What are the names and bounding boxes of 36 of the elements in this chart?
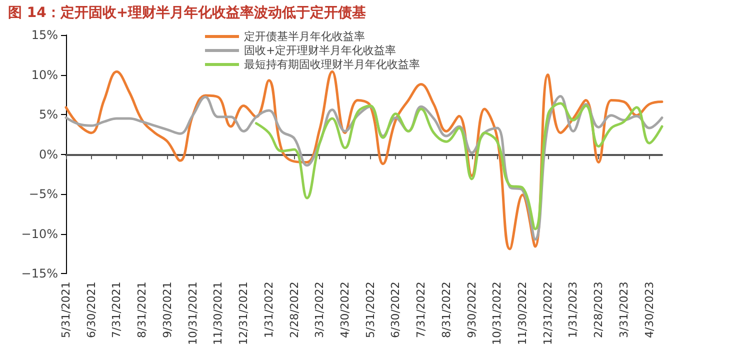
- y-tick-label: 5%: [38, 108, 58, 122]
- x-tick-label: 2/28/2023: [592, 282, 606, 338]
- x-tick-label: 8/31/2021: [136, 282, 149, 338]
- legend-label: 最短持有期固收理财半月年化收益率: [244, 58, 420, 71]
- x-tick-label: 10/31/2021: [186, 282, 200, 346]
- x-tick-label: 11/30/2022: [516, 282, 530, 346]
- x-tick-label: 6/30/2022: [389, 282, 402, 338]
- legend-label: 定开债基半月年化收益率: [244, 30, 365, 43]
- x-tick-label: 7/31/2022: [414, 282, 428, 338]
- x-tick-label: 5/31/2022: [364, 282, 377, 338]
- x-tick-label: 6/30/2021: [84, 282, 98, 338]
- y-tick-label: −15%: [21, 266, 58, 281]
- line-series: [254, 102, 664, 230]
- y-tick-label: 10%: [31, 68, 58, 82]
- x-tick-label: 3/31/2023: [617, 282, 630, 338]
- x-tick-label: 4/30/2023: [642, 282, 656, 338]
- x-tick-label: 4/30/2022: [338, 282, 352, 338]
- x-tick-label: 11/30/2021: [212, 282, 225, 346]
- x-tick-label: 10/31/2022: [490, 282, 504, 346]
- x-tick-label: 3/31/2022: [313, 282, 326, 338]
- y-tick-label: −5%: [28, 187, 58, 202]
- x-tick-label: 9/30/2022: [465, 282, 478, 338]
- x-tick-label: 5/31/2021: [60, 282, 72, 338]
- y-tick-label: 0%: [38, 147, 58, 162]
- chart-title: 图 14：定开固收+理财半月年化收益率波动低于定开债基: [8, 4, 366, 22]
- x-tick-label: 8/31/2022: [440, 282, 453, 338]
- x-tick-label: 1/31/2022: [262, 282, 276, 338]
- x-tick-label: 9/30/2021: [160, 282, 174, 338]
- x-tick-label: 1/31/2023: [566, 282, 580, 338]
- x-tick-label: 12/31/2021: [237, 282, 250, 346]
- x-tick-label: 2/28/2022: [288, 282, 301, 338]
- x-tick-label: 7/31/2021: [110, 282, 124, 338]
- legend-label: 固收+定开理财半月年化收益率: [244, 44, 396, 57]
- y-tick-label: 15%: [31, 28, 58, 42]
- y-tick-label: −10%: [21, 226, 58, 241]
- x-tick-label: 12/31/2022: [541, 282, 554, 346]
